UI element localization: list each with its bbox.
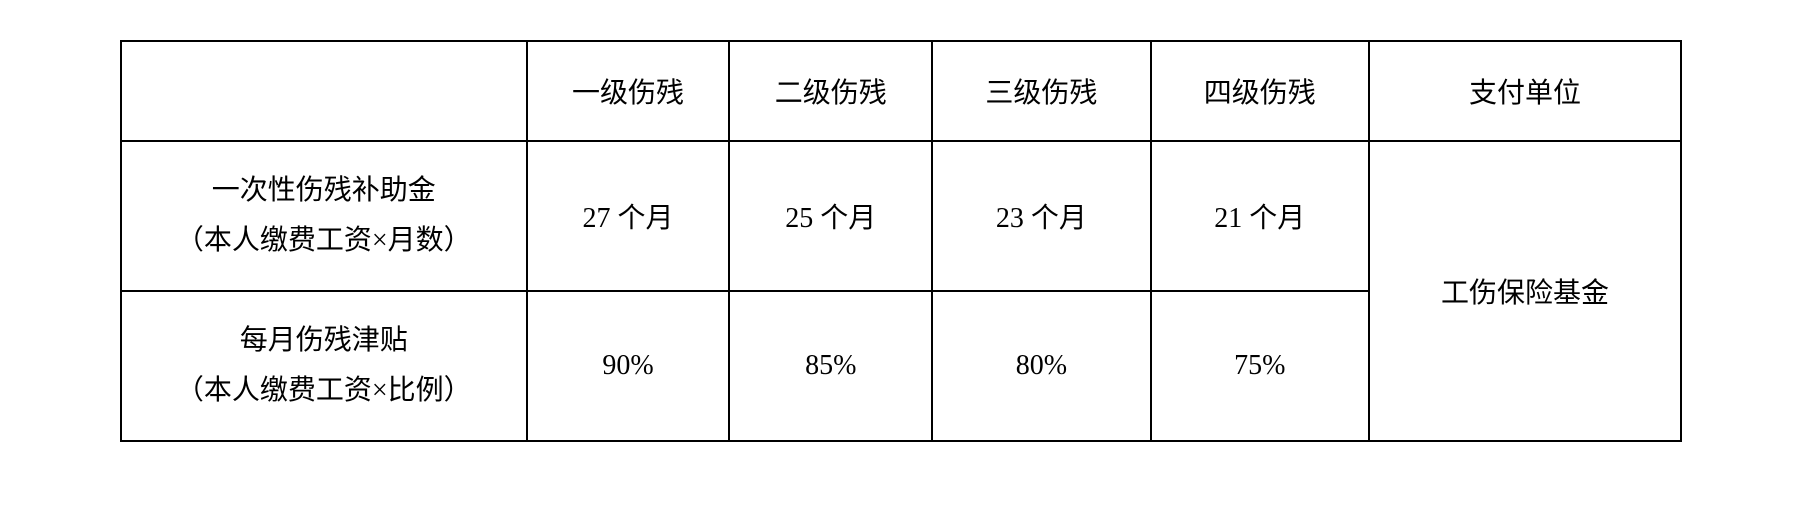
header-level4: 四级伤残 bbox=[1151, 41, 1369, 141]
row-header-lumpsum: 一次性伤残补助金 （本人缴费工资×月数） bbox=[121, 141, 527, 291]
header-payer: 支付单位 bbox=[1369, 41, 1681, 141]
disability-compensation-table: 一级伤残 二级伤残 三级伤残 四级伤残 支付单位 一次性伤残补助金 （本人缴费工… bbox=[120, 40, 1682, 442]
cell-lumpsum-level4: 21 个月 bbox=[1151, 141, 1369, 291]
cell-lumpsum-level2: 25 个月 bbox=[729, 141, 932, 291]
cell-lumpsum-level1: 27 个月 bbox=[527, 141, 730, 291]
header-level2: 二级伤残 bbox=[729, 41, 932, 141]
row-header-line1: 每月伤残津贴 bbox=[132, 316, 516, 366]
row-header-monthly: 每月伤残津贴 （本人缴费工资×比例） bbox=[121, 291, 527, 441]
table-row: 一次性伤残补助金 （本人缴费工资×月数） 27 个月 25 个月 23 个月 2… bbox=[121, 141, 1681, 291]
cell-monthly-level1: 90% bbox=[527, 291, 730, 441]
header-level3: 三级伤残 bbox=[932, 41, 1150, 141]
cell-monthly-level3: 80% bbox=[932, 291, 1150, 441]
header-blank bbox=[121, 41, 527, 141]
table-header-row: 一级伤残 二级伤残 三级伤残 四级伤残 支付单位 bbox=[121, 41, 1681, 141]
cell-lumpsum-level3: 23 个月 bbox=[932, 141, 1150, 291]
cell-payer-merged: 工伤保险基金 bbox=[1369, 141, 1681, 441]
header-level1: 一级伤残 bbox=[527, 41, 730, 141]
row-header-line1: 一次性伤残补助金 bbox=[132, 166, 516, 216]
row-header-line2: （本人缴费工资×月数） bbox=[132, 216, 516, 266]
cell-monthly-level4: 75% bbox=[1151, 291, 1369, 441]
row-header-line2: （本人缴费工资×比例） bbox=[132, 366, 516, 416]
cell-monthly-level2: 85% bbox=[729, 291, 932, 441]
